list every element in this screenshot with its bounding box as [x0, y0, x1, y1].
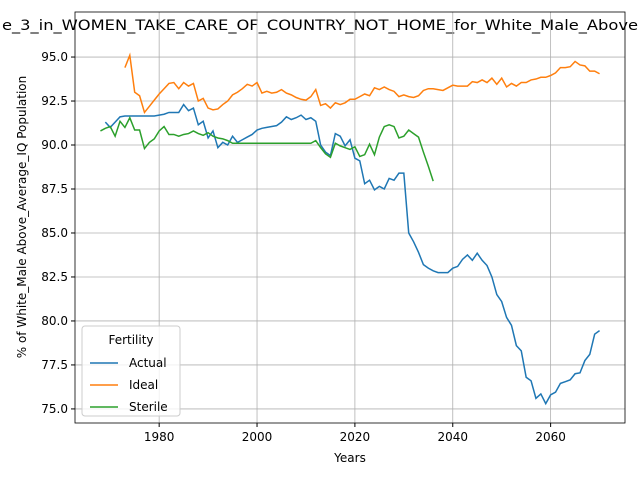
plot-frame — [74, 11, 626, 424]
legend-label: Actual — [129, 356, 167, 370]
y-tick-label: 82.5 — [41, 270, 68, 284]
y-axis-label: % of White_Male Above_Average_IQ Populat… — [15, 76, 29, 359]
x-tick-label: 2040 — [437, 430, 468, 444]
y-tick-label: 92.5 — [41, 94, 68, 108]
series-line — [124, 52, 600, 115]
y-tick-label: 87.5 — [41, 182, 68, 196]
legend-label: Ideal — [129, 378, 158, 392]
legend-box — [81, 325, 181, 417]
x-tick-label: 2060 — [535, 430, 566, 444]
y-tick-label: 95.0 — [41, 50, 68, 64]
legend-label: Sterile — [129, 400, 168, 414]
x-axis-label: Years — [333, 451, 366, 465]
y-tick-label: 90.0 — [41, 138, 68, 152]
series-line — [100, 115, 434, 182]
y-tick-label: 80.0 — [41, 314, 68, 328]
legend-title: Fertility — [108, 333, 153, 347]
y-tick-label: 77.5 — [41, 358, 68, 372]
chart-title: e_3_in_WOMEN_TAKE_CARE_OF_COUNTRY_NOT_HO… — [2, 18, 638, 34]
x-tick-label: 2000 — [242, 430, 273, 444]
series-line — [104, 103, 600, 406]
y-tick-label: 75.0 — [41, 402, 68, 416]
x-tick-label: 2020 — [340, 430, 371, 444]
legend: Fertility Actual Ideal Sterile — [81, 325, 181, 417]
x-tick-label: 1980 — [144, 430, 175, 444]
y-tick-label: 85.0 — [41, 226, 68, 240]
